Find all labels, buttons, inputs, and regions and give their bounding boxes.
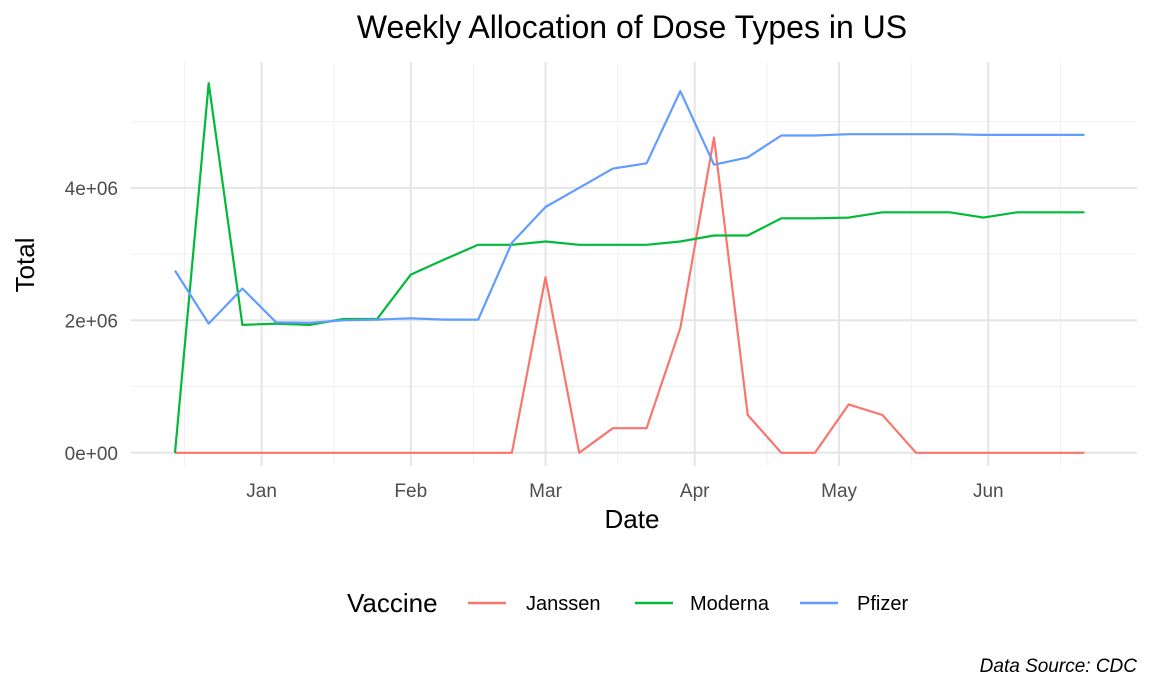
legend-label-pfizer: Pfizer xyxy=(857,593,908,615)
x-tick-label-apr: Apr xyxy=(680,481,710,502)
legend-title: Vaccine xyxy=(347,588,438,618)
legend-label-moderna: Moderna xyxy=(690,593,770,615)
y-axis-ticks: 0e+00 2e+06 4e+06 xyxy=(65,179,118,465)
chart-title: Weekly Allocation of Dose Types in US xyxy=(357,9,907,45)
series-line-janssen xyxy=(175,136,1085,454)
legend-label-janssen: Janssen xyxy=(526,593,601,615)
y-tick-label-1: 2e+06 xyxy=(65,311,118,332)
chart-series xyxy=(173,82,1085,454)
x-tick-label-feb: Feb xyxy=(394,481,427,502)
x-tick-label-may: May xyxy=(821,481,857,502)
x-axis-title: Date xyxy=(605,504,660,534)
series-line-moderna xyxy=(173,82,1085,453)
x-tick-label-jan: Jan xyxy=(246,481,277,502)
x-tick-label-mar: Mar xyxy=(529,481,562,502)
y-tick-label-0: 0e+00 xyxy=(65,444,118,465)
chart-grid xyxy=(131,62,1137,466)
y-axis-title: Total xyxy=(10,238,40,293)
series-line-pfizer xyxy=(174,89,1085,325)
caption: Data Source: CDC xyxy=(980,656,1138,677)
y-tick-label-2: 4e+06 xyxy=(65,179,118,200)
legend: Vaccine Janssen Moderna Pfizer xyxy=(347,588,908,618)
x-tick-label-jun: Jun xyxy=(973,481,1004,502)
x-axis-ticks: Jan Feb Mar Apr May Jun xyxy=(246,481,1003,502)
